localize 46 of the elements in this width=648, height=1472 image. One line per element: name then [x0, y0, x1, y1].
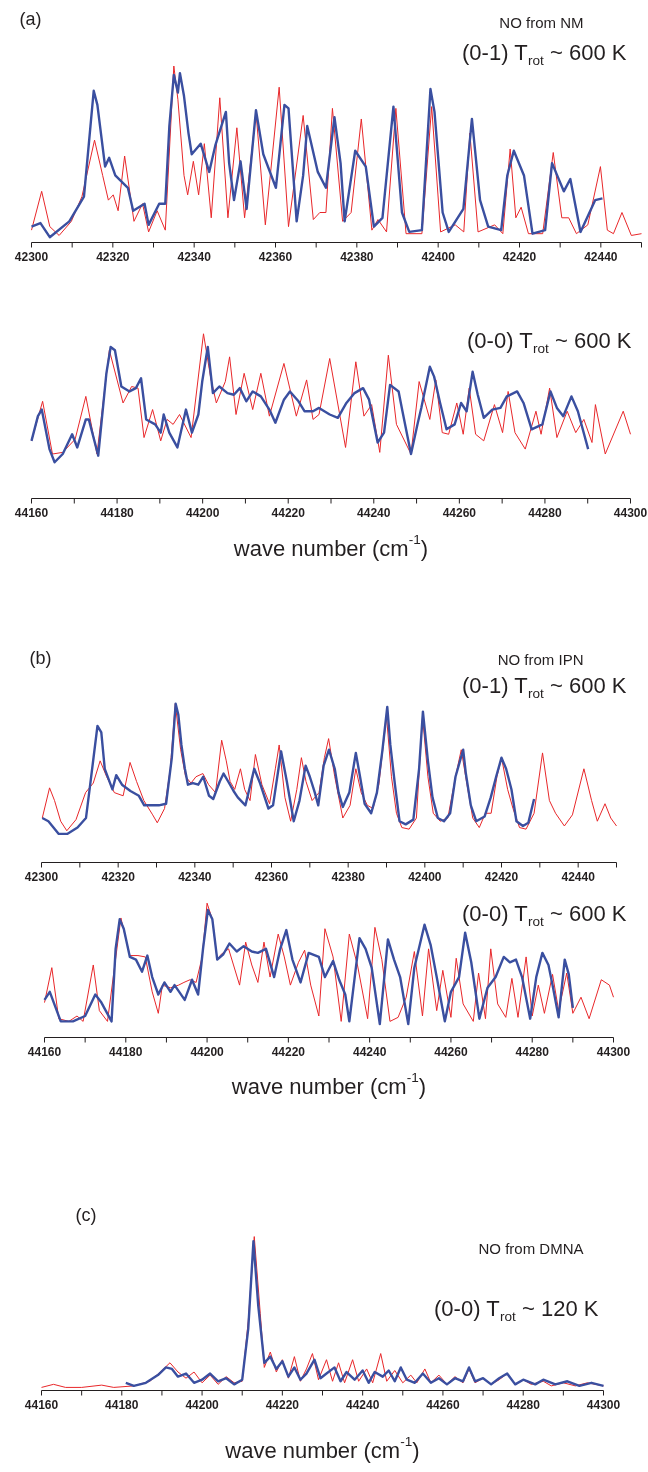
- x-tick-label: 44200: [185, 1397, 220, 1412]
- x-tick-label: 42440: [561, 869, 596, 884]
- x-tick-label: 44260: [426, 1397, 460, 1412]
- x-tick-label: 42300: [24, 869, 59, 884]
- x-tick-label: 44220: [271, 1044, 306, 1059]
- x-tick-label: 44280: [528, 505, 562, 520]
- x-tick-label: 44300: [613, 505, 648, 520]
- x-tick-label: 42360: [254, 869, 289, 884]
- annotation: NO from DMNA: [478, 1240, 584, 1257]
- x-tick-label: 44240: [345, 1397, 380, 1412]
- x-tick-label: 44160: [24, 1397, 59, 1412]
- text: (a): [19, 8, 42, 29]
- x-tick-label: 44260: [434, 1044, 468, 1059]
- x-tick-label: 44200: [190, 1044, 225, 1059]
- text: (b): [29, 647, 52, 668]
- x-tick-label: 42340: [177, 249, 212, 264]
- x-tick-label: 42440: [584, 249, 618, 264]
- x-tick-label: 44160: [27, 1044, 62, 1059]
- text: (c): [75, 1204, 97, 1225]
- text: NO from IPN: [497, 651, 584, 668]
- x-tick-label: 42320: [101, 869, 136, 884]
- x-tick-label: 44300: [596, 1044, 631, 1059]
- x-tick-label: 44240: [352, 1044, 387, 1059]
- x-tick-label: 42380: [331, 869, 366, 884]
- x-tick-label: 44260: [442, 505, 477, 520]
- x-tick-label: 44200: [185, 505, 220, 520]
- x-tick-label: 44280: [515, 1044, 550, 1059]
- x-tick-label: 44220: [265, 1397, 300, 1412]
- x-tick-label: 42320: [96, 249, 130, 264]
- x-tick-label: 42400: [408, 869, 442, 884]
- x-tick-label: 42360: [258, 249, 293, 264]
- x-tick-label: 44160: [14, 505, 49, 520]
- x-tick-label: 42300: [14, 249, 49, 264]
- x-tick-label: 44180: [109, 1044, 143, 1059]
- x-tick-label: 44240: [357, 505, 391, 520]
- x-tick-label: 42380: [340, 249, 374, 264]
- x-tick-label: 44180: [105, 1397, 139, 1412]
- text: NO from NM: [499, 14, 584, 31]
- x-tick-label: 42420: [502, 249, 537, 264]
- x-tick-label: 44300: [586, 1397, 621, 1412]
- x-tick-label: 42420: [484, 869, 519, 884]
- x-tick-label: 44280: [506, 1397, 541, 1412]
- x-tick-label: 44220: [271, 505, 306, 520]
- x-tick-label: 44180: [100, 505, 135, 520]
- x-tick-label: 42400: [421, 249, 456, 264]
- x-tick-label: 42340: [178, 869, 212, 884]
